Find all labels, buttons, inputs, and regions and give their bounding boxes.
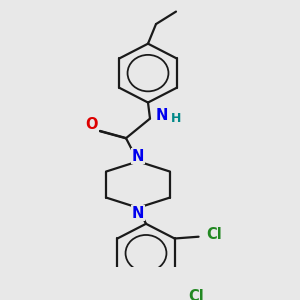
Text: N: N — [156, 108, 168, 123]
Text: Cl: Cl — [189, 289, 205, 300]
Text: N: N — [132, 148, 144, 164]
Text: N: N — [132, 206, 144, 220]
Text: N: N — [156, 108, 168, 123]
Text: O: O — [86, 117, 98, 132]
Text: N: N — [132, 148, 144, 164]
Text: N: N — [132, 206, 144, 220]
Text: O: O — [86, 117, 98, 132]
Text: H: H — [171, 112, 181, 125]
Text: Cl: Cl — [207, 227, 223, 242]
